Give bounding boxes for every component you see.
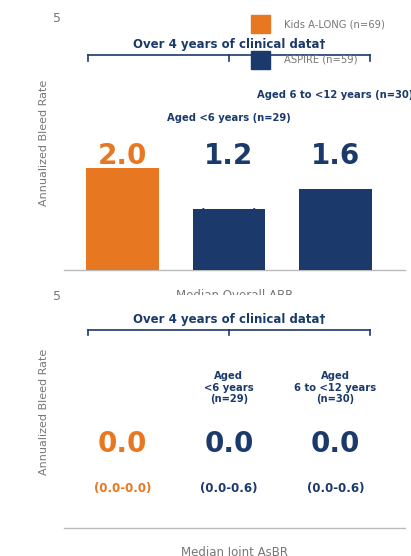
Y-axis label: Annualized Bleed Rate: Annualized Bleed Rate — [39, 80, 49, 206]
Bar — [86, 168, 159, 270]
Text: Over 4 years of clinical data†: Over 4 years of clinical data† — [133, 313, 325, 326]
Y-axis label: Annualized Bleed Rate: Annualized Bleed Rate — [39, 348, 49, 475]
Text: (0.6-3.6): (0.6-3.6) — [307, 207, 365, 221]
Text: 0.0: 0.0 — [98, 430, 147, 458]
Bar — [193, 209, 265, 270]
Text: 1.6: 1.6 — [311, 142, 360, 170]
Text: 0.0: 0.0 — [311, 430, 360, 458]
Text: Median Joint AsBR: Median Joint AsBR — [181, 546, 288, 556]
Text: Kids A-LONG (n=69): Kids A-LONG (n=69) — [284, 19, 385, 29]
Text: (0.0-0.6): (0.0-0.6) — [307, 482, 364, 495]
Text: 1.2: 1.2 — [204, 142, 254, 170]
Bar — [252, 16, 270, 33]
Text: ASPIRE (n=59): ASPIRE (n=59) — [284, 54, 357, 64]
Text: (0.0-4.0): (0.0-4.0) — [94, 207, 151, 221]
Text: Over 4 years of clinical data†: Over 4 years of clinical data† — [133, 38, 325, 51]
Text: (0.6-2.4): (0.6-2.4) — [200, 207, 258, 221]
Text: (0.0-0.0): (0.0-0.0) — [94, 482, 151, 495]
Text: Aged
<6 years
(n=29): Aged <6 years (n=29) — [204, 371, 254, 404]
Text: Aged 6 to <12 years (n=30): Aged 6 to <12 years (n=30) — [257, 90, 411, 100]
Bar — [299, 188, 372, 270]
Text: 2.0: 2.0 — [98, 142, 147, 170]
Text: (0.0-0.6): (0.0-0.6) — [200, 482, 258, 495]
Text: Median Overall ABR: Median Overall ABR — [175, 289, 293, 302]
Text: Aged
6 to <12 years
(n=30): Aged 6 to <12 years (n=30) — [294, 371, 376, 404]
Text: 0.0: 0.0 — [204, 430, 254, 458]
Text: Aged <6 years (n=29): Aged <6 years (n=29) — [167, 113, 291, 123]
Bar — [252, 51, 270, 68]
